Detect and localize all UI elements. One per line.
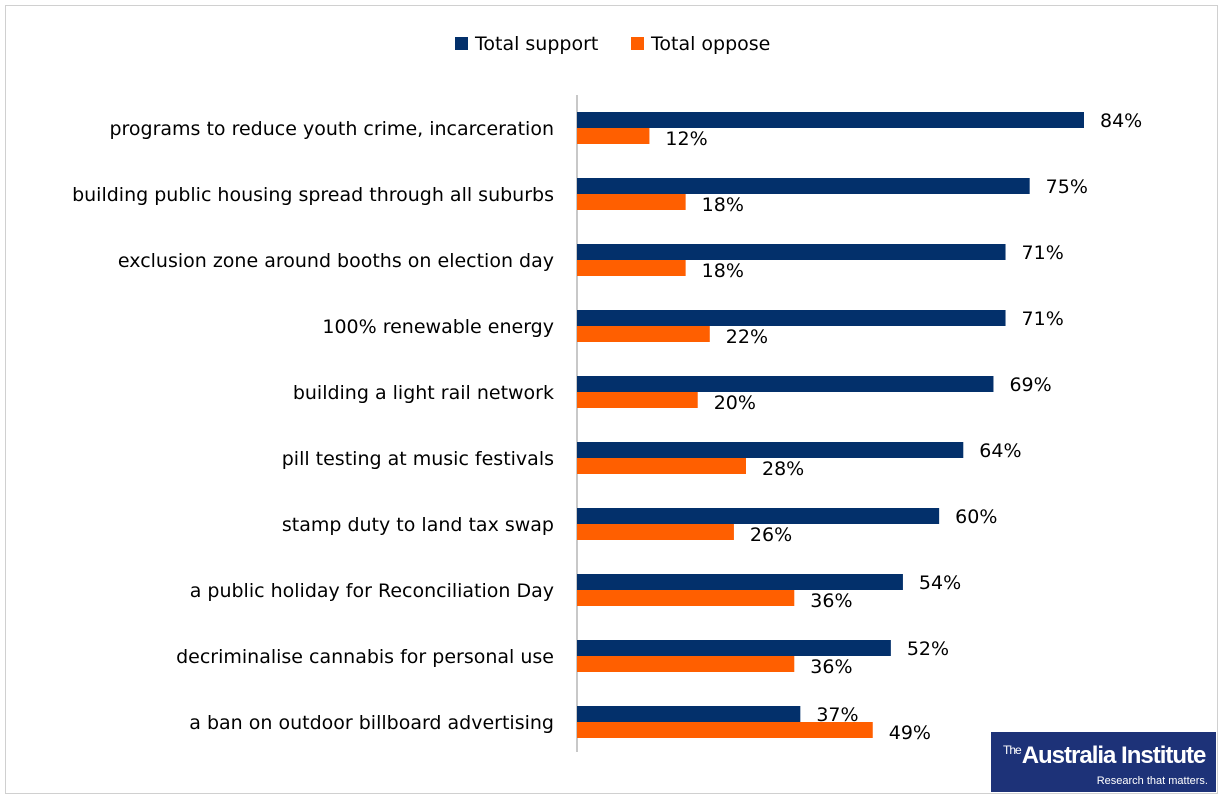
category-label: a public holiday for Reconciliation Day xyxy=(190,580,554,602)
support-bar xyxy=(577,244,1006,260)
support-data-label: 69% xyxy=(1009,374,1051,396)
oppose-data-label: 26% xyxy=(750,524,792,546)
oppose-data-label: 22% xyxy=(726,326,768,348)
category-label: stamp duty to land tax swap xyxy=(282,514,554,536)
logo-tagline: Research that matters. xyxy=(1096,775,1208,787)
support-data-label: 75% xyxy=(1046,176,1088,198)
category-label: building public housing spread through a… xyxy=(72,184,554,206)
oppose-data-label: 49% xyxy=(889,722,931,744)
support-data-label: 71% xyxy=(1022,242,1064,264)
legend-label-oppose: Total oppose xyxy=(650,33,770,55)
category-label: exclusion zone around booths on election… xyxy=(118,250,554,272)
oppose-bar xyxy=(577,656,795,672)
oppose-bar xyxy=(577,722,873,738)
oppose-data-label: 20% xyxy=(714,392,756,414)
support-data-label: 84% xyxy=(1100,110,1142,132)
oppose-bar xyxy=(577,590,795,606)
oppose-bar xyxy=(577,458,746,474)
oppose-data-label: 36% xyxy=(810,656,852,678)
oppose-data-label: 36% xyxy=(810,590,852,612)
australia-institute-logo: TheAustralia Institute Research that mat… xyxy=(991,732,1216,792)
support-bar xyxy=(577,706,801,722)
category-label: building a light rail network xyxy=(293,382,554,404)
support-data-label: 60% xyxy=(955,506,997,528)
category-label: decriminalise cannabis for personal use xyxy=(176,646,554,668)
support-data-label: 71% xyxy=(1022,308,1064,330)
logo-title: TheAustralia Institute xyxy=(1003,742,1206,769)
oppose-bar xyxy=(577,524,734,540)
support-bar xyxy=(577,310,1006,326)
support-bar xyxy=(577,112,1084,128)
legend-swatch-oppose xyxy=(631,37,644,50)
category-label: programs to reduce youth crime, incarcer… xyxy=(109,118,554,140)
support-bar xyxy=(577,442,964,458)
legend-label-support: Total support xyxy=(474,33,598,55)
support-data-label: 54% xyxy=(919,572,961,594)
support-data-label: 37% xyxy=(816,704,858,726)
oppose-data-label: 12% xyxy=(665,128,707,150)
oppose-data-label: 18% xyxy=(702,260,744,282)
oppose-data-label: 28% xyxy=(762,458,804,480)
category-label: 100% renewable energy xyxy=(322,316,554,338)
chart-frame xyxy=(5,5,1218,794)
oppose-data-label: 18% xyxy=(702,194,744,216)
support-bar xyxy=(577,574,903,590)
support-bar xyxy=(577,376,994,392)
oppose-bar xyxy=(577,326,710,342)
support-data-label: 52% xyxy=(907,638,949,660)
category-label: a ban on outdoor billboard advertising xyxy=(189,712,554,734)
support-bar xyxy=(577,640,891,656)
oppose-bar xyxy=(577,128,650,144)
category-label: pill testing at music festivals xyxy=(282,448,554,470)
oppose-bar xyxy=(577,260,686,276)
support-data-label: 64% xyxy=(979,440,1021,462)
oppose-bar xyxy=(577,194,686,210)
support-bar xyxy=(577,178,1030,194)
oppose-bar xyxy=(577,392,698,408)
support-bar xyxy=(577,508,940,524)
legend-swatch-support xyxy=(455,37,468,50)
